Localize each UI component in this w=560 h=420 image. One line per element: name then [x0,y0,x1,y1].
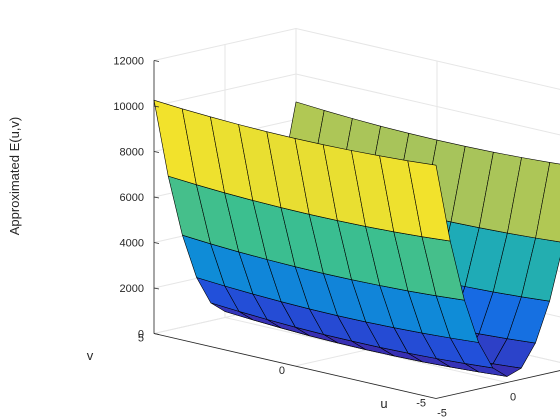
y-tick-label-0: -5 [416,398,426,410]
z-tick-mark-2 [153,242,160,244]
z-axis-label: Approximated E(u,v) [7,117,22,236]
x-tick-label-1: 0 [510,392,516,404]
z-tick-mark-3 [153,196,160,199]
z-tick-label-5: 10000 [113,101,144,113]
z-tick-mark-0 [153,333,160,335]
z-tick-mark-1 [153,287,160,290]
x-tick-label-0: -5 [437,408,447,420]
y-tick-label-1: 0 [279,365,285,377]
surface-mesh [153,99,560,377]
z-tick-label-3: 6000 [120,192,144,204]
z-tick-label-2: 4000 [120,238,144,250]
z-tick-label-6: 12000 [113,56,144,68]
surface-patch-9-0 [535,162,560,243]
y-axis-label: v [87,348,94,363]
surface-patch-0-0 [407,160,451,242]
x-axis-label: u [380,396,387,411]
z-tick-mark-5 [153,105,160,108]
z-tick-mark-6 [153,60,160,62]
z-tick-mark-4 [153,151,160,153]
z-tick-label-0: 0 [138,329,144,341]
y-axis-line [153,333,437,399]
x-axis-line [435,370,560,399]
z-tick-label-4: 8000 [120,147,144,159]
grid-z-6 [153,27,560,90]
y-tick-label-2: 5 [138,333,144,345]
z-tick-label-1: 2000 [120,283,144,295]
